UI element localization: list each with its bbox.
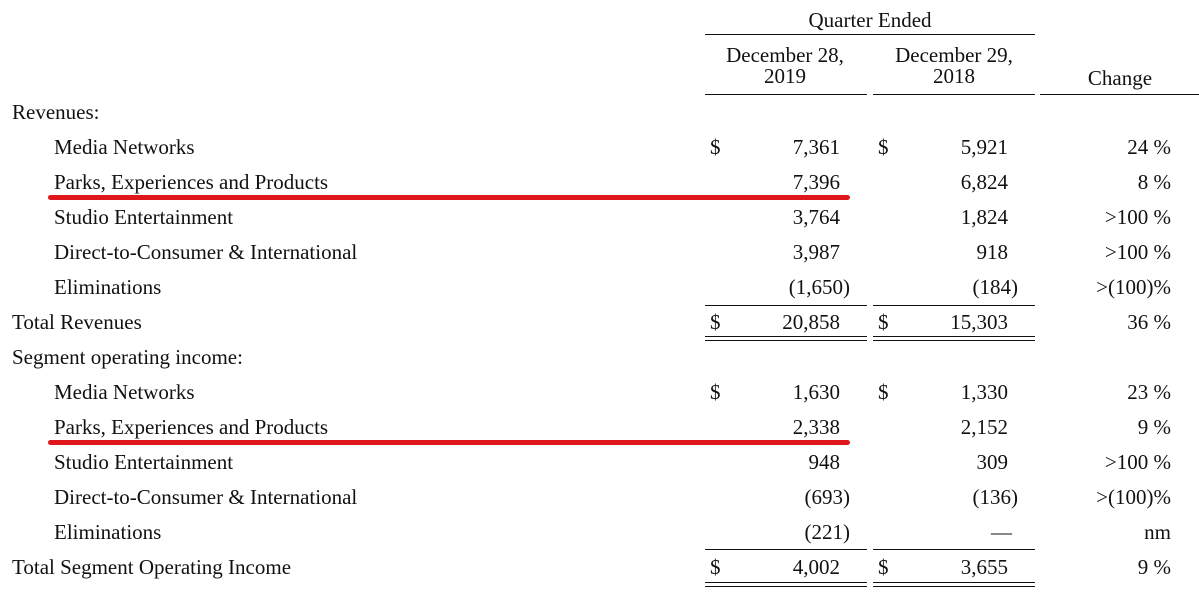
header-group-rule	[705, 34, 1035, 35]
value-change: 24 %	[1127, 135, 1171, 159]
header-change: Change	[1087, 66, 1153, 90]
row-label: Direct-to-Consumer & International	[54, 240, 358, 264]
double-rule-2019-b	[705, 340, 867, 341]
total-2019: 4,002	[792, 555, 840, 579]
total-2018: 15,303	[950, 310, 1008, 334]
value-change: >100 %	[1104, 205, 1171, 229]
row-label: Studio Entertainment	[54, 450, 234, 474]
row-label: Parks, Experiences and Products	[54, 415, 329, 439]
row-label: Direct-to-Consumer & International	[54, 485, 358, 509]
row-label: Studio Entertainment	[54, 205, 234, 229]
value-2019: (693)	[804, 485, 851, 509]
total-2018: 3,655	[960, 555, 1008, 579]
subtotal-rule-2018	[873, 549, 1035, 550]
subtotal-rule-2019	[705, 305, 867, 306]
highlight-underline-income	[48, 440, 850, 445]
double-rule-2018-b	[873, 340, 1035, 341]
header-col1-line1: December 28,	[726, 43, 844, 67]
value-2018: 6,824	[960, 170, 1008, 194]
value-2019: 948	[808, 450, 841, 474]
header-col2-line1: December 29,	[895, 43, 1013, 67]
dollar-sign: $	[710, 380, 721, 404]
value-change: >100 %	[1104, 240, 1171, 264]
section-label-income: Segment operating income:	[12, 345, 243, 369]
dollar-sign: $	[710, 310, 721, 334]
total-revenues-label: Total Revenues	[12, 310, 142, 334]
value-2019: 2,338	[792, 415, 840, 439]
double-rule-2019-a	[705, 582, 867, 583]
value-2018: 918	[976, 240, 1009, 264]
value-2019: 3,764	[792, 205, 840, 229]
value-2018: 2,152	[960, 415, 1008, 439]
row-label: Eliminations	[54, 275, 162, 299]
total-change: 36 %	[1127, 310, 1171, 334]
total-income-label: Total Segment Operating Income	[12, 555, 292, 579]
header-col2-line2: 2018	[933, 64, 975, 88]
value-change: nm	[1144, 520, 1171, 544]
header-quarter-ended: Quarter Ended	[808, 8, 932, 32]
row-label: Media Networks	[54, 380, 195, 404]
value-change: 8 %	[1137, 170, 1171, 194]
subtotal-rule-2019	[705, 549, 867, 550]
value-change: >100 %	[1104, 450, 1171, 474]
double-rule-2018-a	[873, 336, 1035, 337]
value-change: >(100)%	[1096, 275, 1171, 299]
dollar-sign: $	[710, 555, 721, 579]
value-2018: 1,824	[960, 205, 1008, 229]
double-rule-2019-b	[705, 586, 867, 587]
total-2019: 20,858	[782, 310, 840, 334]
value-2019: 7,396	[792, 170, 840, 194]
dollar-sign: $	[878, 380, 889, 404]
subtotal-rule-2018	[873, 305, 1035, 306]
value-2019: (221)	[804, 520, 851, 544]
dollar-sign: $	[878, 135, 889, 159]
dollar-sign: $	[710, 135, 721, 159]
header-col2-rule	[873, 94, 1035, 95]
dollar-sign: $	[878, 555, 889, 579]
value-2018: 5,921	[960, 135, 1008, 159]
dollar-sign: $	[878, 310, 889, 334]
value-2018: 309	[976, 450, 1009, 474]
value-2018: —	[991, 520, 1012, 544]
double-rule-2019-a	[705, 336, 867, 337]
row-label: Media Networks	[54, 135, 195, 159]
value-2018: (136)	[972, 485, 1019, 509]
row-label: Eliminations	[54, 520, 162, 544]
header-col1-line2: 2019	[764, 64, 806, 88]
value-change: >(100)%	[1096, 485, 1171, 509]
value-2019: 3,987	[792, 240, 840, 264]
value-2018: (184)	[972, 275, 1019, 299]
value-change: 23 %	[1127, 380, 1171, 404]
highlight-underline-revenues	[48, 195, 850, 200]
row-label: Parks, Experiences and Products	[54, 170, 329, 194]
double-rule-2018-b	[873, 586, 1035, 587]
double-rule-2018-a	[873, 582, 1035, 583]
header-col1-rule	[705, 94, 867, 95]
value-2019: 1,630	[792, 380, 840, 404]
section-label-revenues: Revenues:	[12, 100, 100, 124]
value-change: 9 %	[1137, 415, 1171, 439]
value-2019: 7,361	[792, 135, 840, 159]
value-2018: 1,330	[960, 380, 1008, 404]
total-change: 9 %	[1137, 555, 1171, 579]
header-change-rule	[1040, 94, 1199, 95]
value-2019: (1,650)	[788, 275, 850, 299]
